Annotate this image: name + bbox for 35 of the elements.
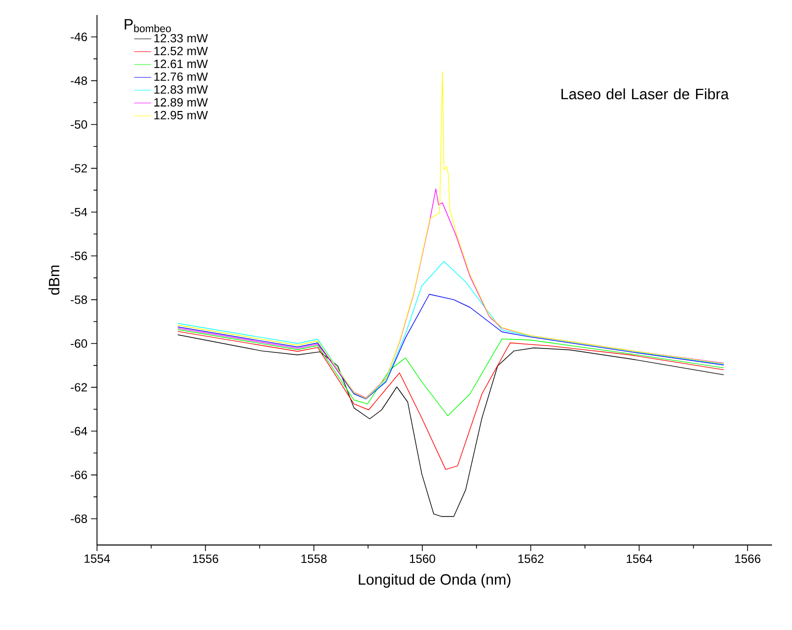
x-tick-label: 1554 — [84, 554, 110, 563]
y-tick-label: -54 — [70, 208, 88, 216]
legend-label: 12.95 mW — [154, 110, 208, 120]
y-tick-label: -58 — [70, 295, 87, 304]
x-tick-label: 1562 — [518, 554, 544, 563]
legend-label: 12.89 mW — [154, 98, 208, 107]
x-tick-label: 1560 — [410, 554, 436, 563]
x-tick-label: 1564 — [626, 554, 652, 563]
legend-label: 12.83 mW — [154, 85, 208, 94]
y-tick-label: -68 — [70, 514, 87, 523]
y-tick-label: -56 — [70, 252, 87, 260]
y-axis-title: dBm — [48, 266, 60, 295]
y-tick-label: -60 — [70, 339, 88, 348]
legend-label: 12.52 mW — [154, 46, 208, 56]
legend-label: 12.33 mW — [154, 34, 208, 42]
x-axis-title: Longitud de Onda (nm) — [358, 574, 510, 588]
y-tick-label: -48 — [70, 76, 87, 85]
y-tick-label: -52 — [70, 164, 87, 173]
line-series — [177, 331, 724, 470]
line-series — [177, 329, 724, 416]
y-tick-label: -62 — [70, 383, 87, 392]
y-tick-label: -64 — [70, 426, 88, 436]
y-tick-label: -46 — [70, 32, 87, 42]
x-tick-label: 1566 — [735, 554, 760, 563]
y-tick-label: -66 — [70, 470, 87, 480]
y-tick-label: -50 — [70, 120, 88, 129]
text: Laseo del Laser de Fibra — [562, 88, 729, 100]
line-series — [177, 334, 724, 517]
x-tick-label: 1558 — [301, 554, 327, 563]
x-tick-label: 1556 — [193, 554, 218, 563]
legend-title: P$_{bombeo}$ — [124, 19, 171, 32]
line-series — [177, 261, 724, 399]
line-series — [177, 294, 724, 400]
legend-label: 12.61 mW — [154, 60, 208, 68]
legend-label: 12.76 mW — [154, 72, 208, 81]
